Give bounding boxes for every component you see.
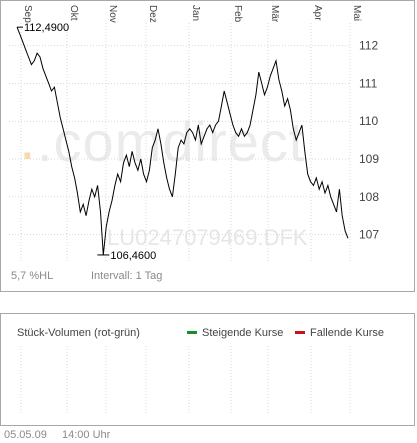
legend-rising-label: Steigende Kurse [202,327,284,339]
y-tick-label: 108 [359,190,379,204]
legend-falling: Fallende Kurse [295,327,384,339]
falling-swatch [295,330,305,334]
y-tick-label: 112 [359,39,378,53]
volume-title: Stück-Volumen (rot-grün) [17,327,140,339]
volume-chart [20,346,351,414]
x-tick-label: Mär [269,5,280,23]
y-tick-label: 111 [359,76,378,90]
x-tick-label: Dez [147,5,158,23]
y-tick-label: 110 [359,114,378,128]
x-tick-label: Nov [107,5,118,23]
footer-time: 14:00 Uhr [62,429,111,441]
y-tick-label: 107 [359,228,379,242]
legend-rising: Steigende Kurse [187,327,283,339]
price-chart-panel: . .comdirect LU0247079469.DFK Sep Okt Nov D… [0,0,415,292]
x-tick-label: Apr [312,5,323,21]
price-chart: . .comdirect LU0247079469.DFK Sep Okt Nov D… [9,5,379,262]
watermark-dot: . [19,105,36,172]
watermark-brand: .comdirect [37,110,305,173]
x-tick-label: Sep [22,5,33,23]
x-tick-label: Okt [68,5,79,21]
max-annotation: 112,4900 [24,22,69,34]
interval-label: Intervall: 1 Tag [91,270,163,282]
min-annotation: 106,4600 [110,250,156,262]
price-line [16,27,349,256]
watermark-isin: LU0247079469.DFK [107,225,308,250]
y-tick-label: 109 [359,152,379,166]
performance-label: 5,7 %HL [11,270,54,282]
volume-chart-panel: Stück-Volumen (rot-grün) Steigende Kurse… [0,313,415,426]
x-tick-label: Jan [190,5,201,21]
legend-falling-label: Fallende Kurse [310,327,384,339]
rising-swatch [187,330,197,334]
footer-date: 05.05.09 [4,429,47,441]
x-tick-label: Feb [232,5,243,23]
x-tick-label: Mai [351,5,362,21]
